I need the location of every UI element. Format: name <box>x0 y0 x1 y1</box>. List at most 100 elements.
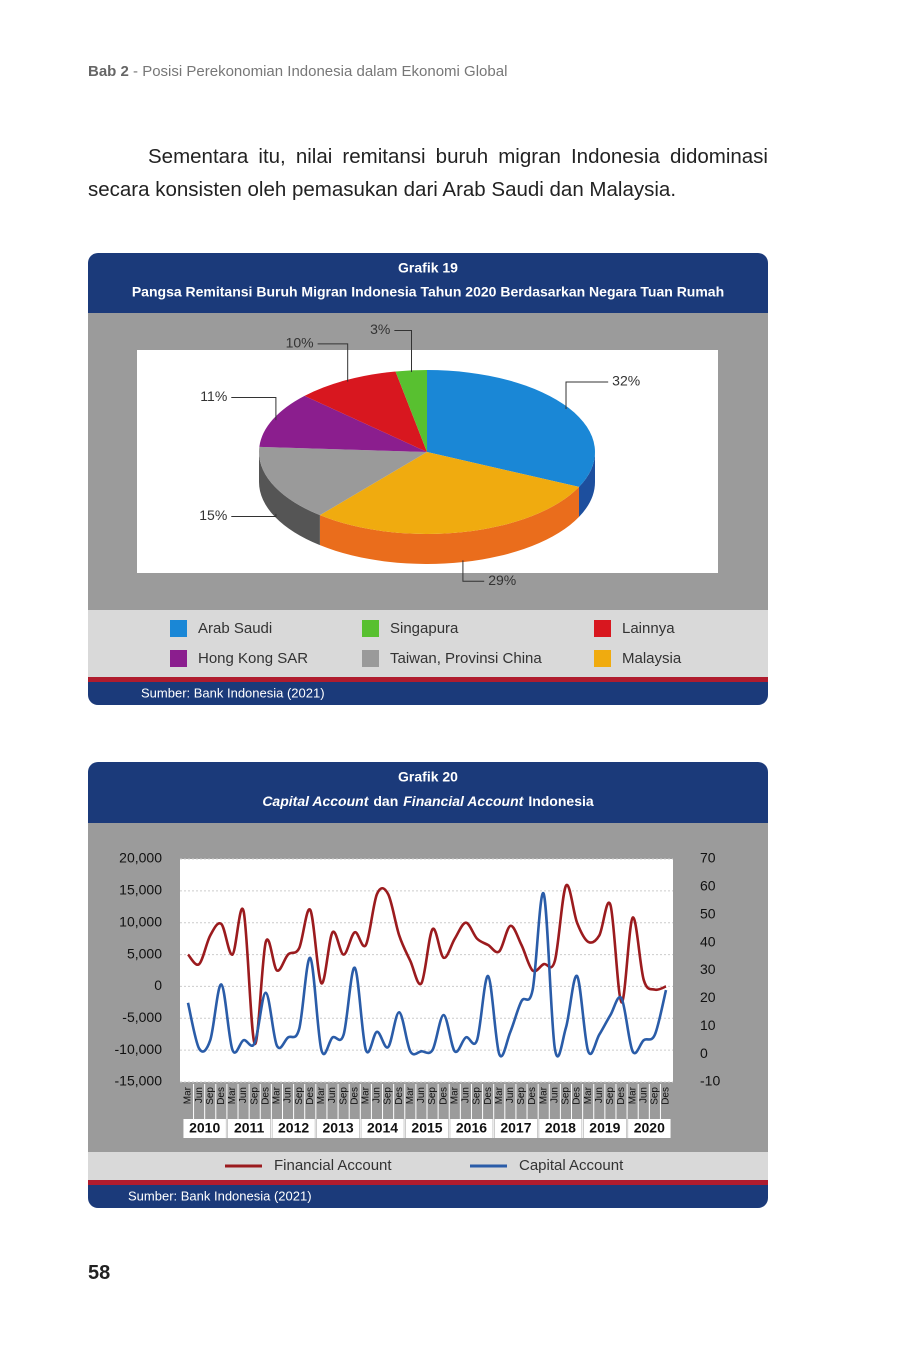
x-tick-label: Des <box>483 1087 494 1105</box>
data-label: 32% <box>612 373 640 389</box>
paragraph: Sementara itu, nilai remitansi buruh mig… <box>88 145 768 201</box>
y2-tick-label: 10 <box>700 1017 716 1033</box>
leader-line <box>394 329 413 372</box>
data-label: 3% <box>370 321 390 337</box>
legend-band <box>88 610 768 677</box>
legend-label: Malaysia <box>622 650 682 667</box>
year-box <box>494 1119 538 1138</box>
x-tick-label: Jun <box>194 1087 205 1103</box>
leader-line <box>317 343 349 382</box>
subtitle-part: Capital Account <box>262 793 369 809</box>
legend-swatch <box>594 620 611 637</box>
y2-tick-label: -10 <box>700 1073 720 1089</box>
data-label: 10% <box>286 335 314 351</box>
subtitle-part: dan <box>373 793 398 809</box>
legend-label: Lainnya <box>622 620 675 637</box>
x-tick-label: Jun <box>416 1087 427 1103</box>
year-box <box>316 1119 360 1138</box>
y-tick-label: 0 <box>154 977 162 993</box>
legend-swatch <box>362 650 379 667</box>
x-tick-label: Sep <box>338 1087 349 1105</box>
x-tick-label: Des <box>349 1087 360 1105</box>
y2-tick-label: 20 <box>700 989 716 1005</box>
x-tick-label: Des <box>216 1087 227 1105</box>
page-number: 58 <box>88 1262 111 1284</box>
leader-line <box>231 513 277 517</box>
legend-label: Financial Account <box>274 1157 392 1174</box>
x-tick-label: Mar <box>494 1086 505 1104</box>
y2-tick-label: 70 <box>700 850 716 866</box>
x-tick-label: Mar <box>361 1086 372 1104</box>
x-tick-label: Mar <box>183 1086 194 1104</box>
series-line <box>187 883 667 1046</box>
x-tick-label: Jun <box>327 1087 338 1103</box>
source: Sumber: Bank Indonesia (2021) <box>141 685 325 700</box>
x-tick-label: Sep <box>605 1087 616 1105</box>
leader-line <box>462 560 485 582</box>
x-tick-label: Sep <box>249 1087 260 1105</box>
pie-slice <box>395 370 427 452</box>
pie-side <box>319 486 580 564</box>
separator: - <box>133 63 139 80</box>
year-label: 2010 <box>189 1120 220 1136</box>
x-tick-label: Des <box>305 1087 316 1105</box>
year-box <box>227 1119 271 1138</box>
pie-chart: 32% 29% 15% 11% 10% 3% Arab Saudi Malaysia Taiwa… <box>170 321 682 667</box>
y-tick-label: 15,000 <box>119 882 162 898</box>
pie-slice <box>259 395 427 452</box>
x-tick-label: Jun <box>594 1087 605 1103</box>
data-label: 11% <box>200 388 227 404</box>
year-box <box>183 1119 226 1138</box>
x-tick-label: Jun <box>505 1087 516 1103</box>
x-tick-label: Sep <box>516 1087 527 1105</box>
subtitle-part: Indonesia <box>528 793 594 809</box>
pie-side <box>579 452 595 517</box>
legend-label: Taiwan, Provinsi China <box>390 650 542 667</box>
plot-area <box>180 859 673 1082</box>
x-tick-label: Des <box>527 1087 538 1105</box>
year-box <box>628 1119 671 1138</box>
legend-band <box>88 1152 768 1180</box>
x-tick-label: Sep <box>427 1087 438 1105</box>
x-tick-label: Des <box>438 1087 449 1105</box>
year-label: 2014 <box>367 1120 398 1136</box>
y2-tick-label: 50 <box>700 905 716 921</box>
data-label: 29% <box>488 572 516 588</box>
year-label: 2013 <box>322 1120 353 1136</box>
year-box <box>539 1119 582 1138</box>
series-line <box>186 892 668 1058</box>
leader-line <box>565 381 609 409</box>
year-box <box>450 1119 493 1138</box>
y-tick-label: -15,000 <box>115 1073 163 1089</box>
x-tick-label: Sep <box>650 1087 661 1105</box>
subtitle-part: Financial Account <box>403 793 524 809</box>
y-tick-label: -5,000 <box>122 1009 162 1025</box>
divider <box>88 1180 768 1185</box>
y-tick-label: 5,000 <box>127 945 162 961</box>
y2-tick-label: 30 <box>700 961 716 977</box>
x-tick-label: Mar <box>405 1086 416 1104</box>
panel-header <box>88 253 768 313</box>
x-tick-label: Sep <box>205 1087 216 1105</box>
year-label: 2015 <box>411 1120 442 1136</box>
data-label: 15% <box>199 507 227 523</box>
x-tick-label: Mar <box>538 1086 549 1104</box>
legend-swatch <box>362 620 379 637</box>
x-tick-label: Sep <box>472 1087 483 1105</box>
x-tick-label: Jun <box>372 1087 383 1103</box>
year-label: 2019 <box>589 1120 620 1136</box>
x-tick-label: Mar <box>227 1086 238 1104</box>
year-label: 2017 <box>500 1120 531 1136</box>
pie-side <box>259 452 320 546</box>
y-tick-label: -10,000 <box>115 1041 163 1057</box>
y2-tick-label: 40 <box>700 933 716 949</box>
x-tick-label: Des <box>260 1087 271 1105</box>
running-header: Bab 2 - Posisi Perekonomian Indonesia da… <box>88 63 507 80</box>
x-tick-label: Sep <box>561 1087 572 1105</box>
x-tick-label: Mar <box>627 1086 638 1104</box>
x-tick-label: Sep <box>383 1087 394 1105</box>
legend-label: Capital Account <box>519 1157 624 1174</box>
chart-title: Grafik 19 <box>398 260 458 276</box>
pie-slice <box>304 371 427 452</box>
